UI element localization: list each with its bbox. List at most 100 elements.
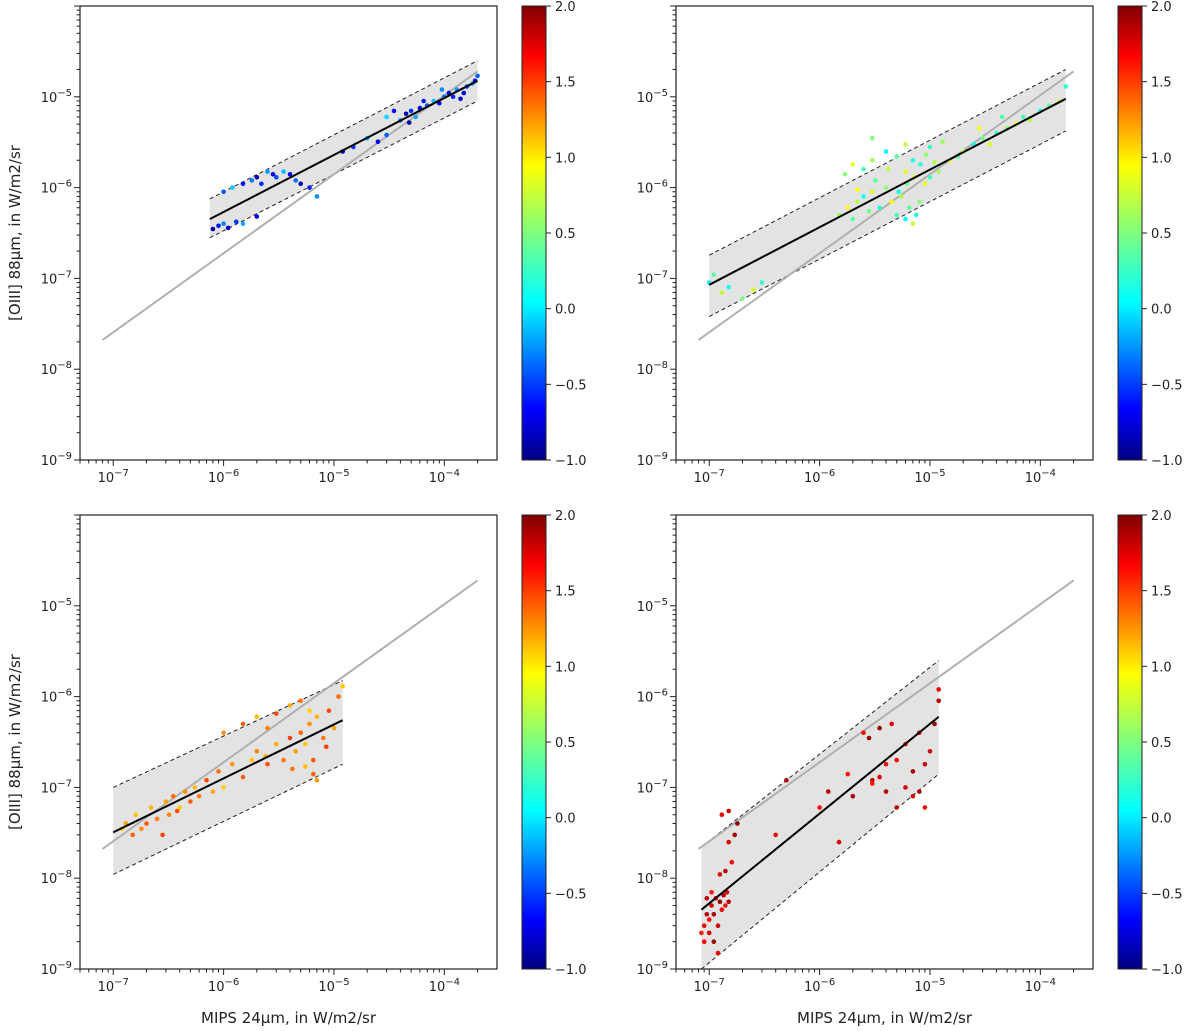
scatter-point [723,868,728,874]
scatter-point [216,769,221,774]
scatter-point [735,821,740,826]
scatter-point [163,799,169,804]
scatter-point [932,721,937,727]
scatter-point [855,199,860,204]
y-axis-title: [OIII] 88µm, in W/m2/sr [6,653,24,830]
scatter-point [894,805,899,810]
scatter-point [704,896,710,901]
scatter-point [249,178,255,183]
scatter-point [314,777,320,783]
y-tick-label: 10−7 [41,778,72,796]
scatter-point [274,175,279,180]
scatter-point [230,761,235,767]
scatter-point [883,149,889,154]
scatter-point [936,698,941,704]
scatter-point [287,703,293,708]
scatter-point [270,172,276,177]
y-tick-label: 10−9 [41,960,72,978]
colorbar-gradient [521,5,547,461]
y-axis-title: [OIII] 88µm, in W/m2/sr [6,144,24,321]
charts-root: 10−7 10−6 10−5 10−4 10−9 10−8 10−7 10−6 10−5 [OII… [6,0,1183,1027]
colorbar-tick-label: 0.0 [555,812,576,827]
scatter-point [899,194,904,199]
scatter-point [287,172,293,177]
plot-area [697,69,1075,341]
scatter-point [281,169,286,174]
fit-line [209,79,479,220]
x-tick-label: 10−7 [694,468,725,486]
y-tick-label: 10−6 [41,179,72,197]
scatter-point [877,725,882,731]
y-tick-label: 10−5 [637,88,668,106]
plot-area [101,579,479,875]
scatter-point [701,939,707,944]
scatter-point [307,708,312,713]
scatter-panel-4: 10−7 10−6 10−5 10−4 10−9 10−8 10−7 10−6 10−5 MIPS… [637,509,1183,1027]
scatter-point [896,189,901,195]
band-upper-edge [701,660,940,848]
axes-frame [675,5,1094,461]
scatter-point [230,185,235,190]
scatter-point [307,721,312,727]
scatter-point [861,166,866,172]
scatter-point [889,199,894,204]
scatter-point [903,216,908,222]
scatter-point [842,172,848,177]
scatter-point [726,284,731,290]
colorbar-tick-label: −0.5 [1151,887,1183,902]
colorbar-tick-label: −0.5 [555,887,587,902]
band-upper-edge [209,60,478,200]
scatter-point [254,749,260,754]
scatter-point [850,216,856,222]
scatter-point [154,816,160,822]
scatter-point [311,771,316,777]
colorbar-tick-label: 1.5 [1151,585,1172,600]
reference-line [101,70,479,341]
y-tick-label: 10−9 [41,451,72,469]
scatter-point [726,808,731,814]
scatter-panel-3: 10−7 10−6 10−5 10−4 10−9 10−8 10−7 10−6 10−5 MIPS… [6,509,587,1027]
scatter-point [922,805,928,810]
scatter-point [221,189,226,195]
scatter-point [225,225,231,231]
scatter-point [726,899,731,905]
scatter-point [910,221,916,226]
scatter-point [729,859,735,865]
x-tick-label: 10−4 [1025,977,1056,995]
scatter-point [1063,84,1069,89]
scatter-point [903,785,908,790]
colorbar-tick-label: 0.5 [555,736,576,751]
scatter-point [133,812,139,817]
colorbar-tick-label: −0.5 [555,378,587,393]
scatter-point [886,166,891,172]
colorbar-gradient [521,514,547,970]
x-tick-label: 10−7 [98,468,129,486]
scatter-point [293,749,299,754]
scatter-point [166,812,172,817]
scatter-point [711,272,717,277]
scatter-point [391,108,397,114]
y-tick-label: 10−8 [637,869,668,887]
colorbar-tick-label: 2.0 [1151,509,1172,524]
scatter-point [870,189,875,195]
scatter-point [936,169,941,174]
scatter-point [204,777,209,783]
scatter-point [171,793,176,799]
scatter-point [216,223,221,229]
x-tick-label: 10−4 [429,977,460,995]
x-tick-label: 10−6 [208,977,239,995]
colorbar-tick-label: 0.5 [1151,227,1172,242]
scatter-point [699,930,704,936]
scatter-point [750,287,756,293]
x-tick-label: 10−4 [429,468,460,486]
scatter-point [336,694,341,699]
scatter-point [461,90,467,96]
band-upper-edge [708,69,1067,256]
scatter-point [719,812,725,817]
reference-line [101,579,479,850]
scatter-point [281,757,286,763]
scatter-point [715,923,721,928]
scatter-point [240,774,246,780]
reference-line [697,579,1075,850]
scatter-point [314,194,320,199]
